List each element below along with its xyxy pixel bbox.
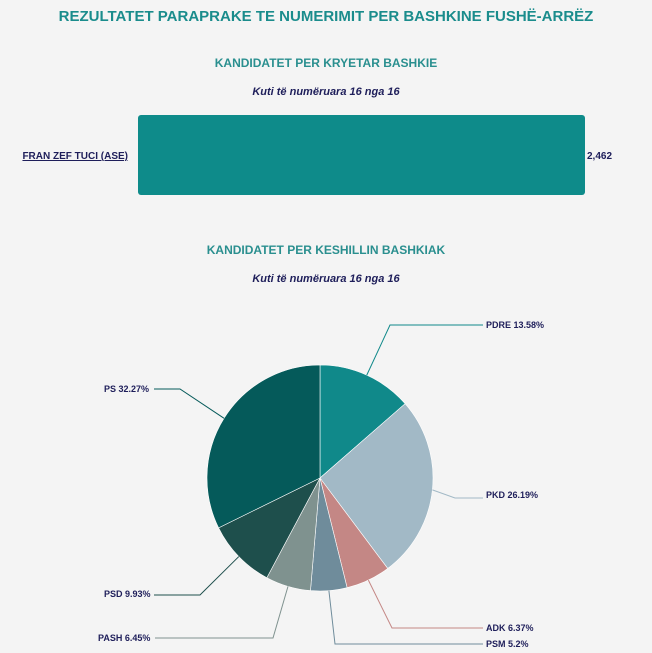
pie-slice-ps[interactable]: [206, 364, 321, 529]
pie-leader-line-pash: [155, 586, 289, 639]
pie-slice-pkd[interactable]: [319, 403, 434, 569]
council-pie-chart: PDRE 13.58% PKD 26.19% ADK 6.37% PSM 5.2% PA…: [98, 320, 544, 649]
pie-leader-line-adk: [367, 579, 483, 629]
mayor-candidate-label[interactable]: FRAN ZEF TUCI (ASE): [22, 151, 128, 162]
mayor-bar-chart: FRAN ZEF TUCI (ASE) 2,462: [22, 115, 612, 195]
pie-label-psd: PSD 9.93%: [104, 589, 151, 599]
pie-label-adk: ADK 6.37%: [486, 623, 534, 633]
pie-label-ps: PS 32.27%: [104, 384, 149, 394]
pie-slices-group: [206, 364, 434, 592]
council-section-title: KANDIDATET PER KESHILLIN BASHKIAK: [206, 243, 446, 257]
mayor-bars-group: FRAN ZEF TUCI (ASE) 2,462: [22, 115, 612, 195]
pie-label-psm: PSM 5.2%: [486, 639, 529, 649]
mayor-bar-value-label: 2,462: [587, 151, 612, 162]
pie-leader-line-pdre: [366, 324, 483, 376]
mayor-section-title: KANDIDATET PER KRYETAR BASHKIE: [214, 56, 438, 70]
pie-labels-group: PDRE 13.58% PKD 26.19% ADK 6.37% PSM 5.2% PA…: [98, 320, 544, 649]
pie-label-pash: PASH 6.45%: [98, 633, 150, 643]
pie-leader-line-pkd: [432, 489, 483, 499]
pie-slice-pdre[interactable]: [319, 364, 406, 479]
mayor-section-subtitle: Kuti të numëruara 16 nga 16: [252, 86, 400, 98]
pie-label-pdre: PDRE 13.58%: [486, 320, 544, 330]
council-section-subtitle: Kuti të numëruara 16 nga 16: [252, 273, 400, 285]
mayor-bar[interactable]: [138, 115, 585, 195]
pie-leader-line-psd: [154, 556, 240, 596]
pie-leader-line-ps: [154, 388, 225, 419]
pie-label-pkd: PKD 26.19%: [486, 490, 538, 500]
pie-leaders-group: [154, 324, 483, 645]
pie-leader-line-psm: [328, 590, 483, 645]
page-title: REZULTATET PARAPRAKE TE NUMERIMIT PER BA…: [58, 8, 594, 25]
